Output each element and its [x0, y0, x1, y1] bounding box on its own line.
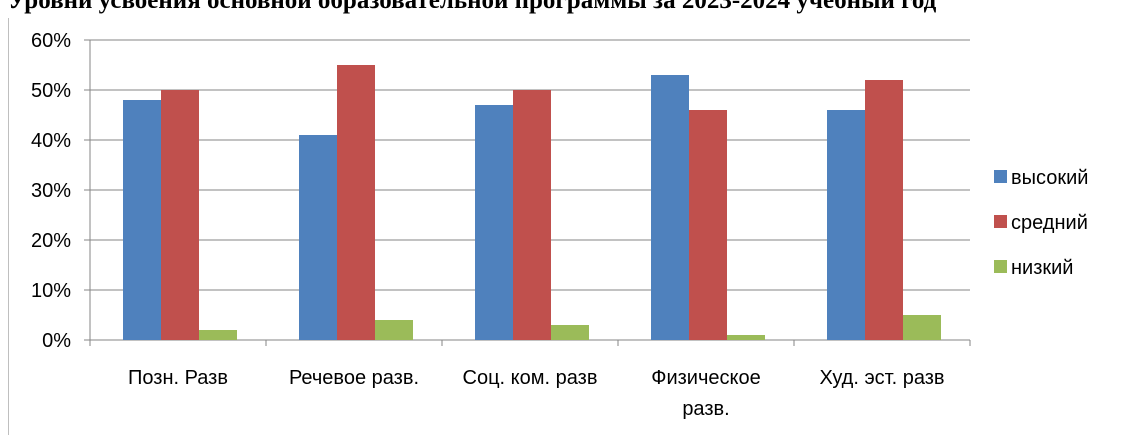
chart-border	[8, 18, 9, 435]
y-tick-label: 40%	[31, 130, 71, 152]
legend-swatch	[994, 215, 1007, 228]
y-tick-label: 0%	[42, 330, 71, 352]
bar	[651, 75, 689, 340]
bar	[161, 90, 199, 340]
x-category-label: Физическое разв.	[651, 367, 760, 420]
legend-label: средний	[1011, 212, 1088, 234]
bar	[337, 65, 375, 340]
y-tick-label: 10%	[31, 280, 71, 302]
bar	[299, 135, 337, 340]
bar	[727, 335, 765, 340]
y-tick-label: 60%	[31, 30, 71, 52]
y-tick-label: 30%	[31, 180, 71, 202]
legend-label: высокий	[1011, 167, 1088, 189]
bar	[513, 90, 551, 340]
bar	[689, 110, 727, 340]
y-tick-label: 20%	[31, 230, 71, 252]
legend-swatch	[994, 170, 1007, 183]
x-category-label: Позн. Разв	[128, 367, 228, 389]
bar	[375, 320, 413, 340]
bar	[827, 110, 865, 340]
bar	[199, 330, 237, 340]
chart-title: Уровни усвоения основной образовательной…	[8, 0, 937, 14]
x-category-label: Соц. ком. разв	[463, 367, 598, 389]
bar	[903, 315, 941, 340]
legend-label: низкий	[1011, 257, 1073, 279]
bar	[475, 105, 513, 340]
x-category-label: Худ. эст. разв	[819, 367, 944, 389]
x-category-label: Речевое разв.	[289, 367, 419, 389]
bar	[123, 100, 161, 340]
legend-swatch	[994, 260, 1007, 273]
bar	[865, 80, 903, 340]
y-tick-label: 50%	[31, 80, 71, 102]
bar	[551, 325, 589, 340]
